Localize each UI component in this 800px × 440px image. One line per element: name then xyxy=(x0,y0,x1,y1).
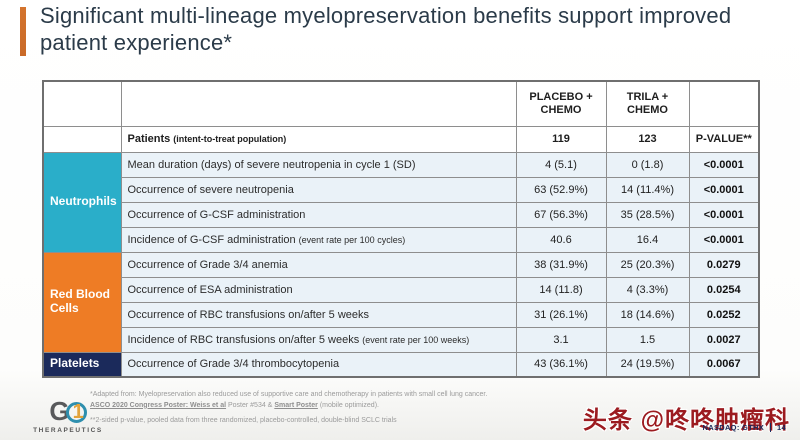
table-row: Occurrence of RBC transfusions on/after … xyxy=(43,301,760,328)
placebo-value: 63 (52.9%) xyxy=(515,176,607,203)
header-empty-cell xyxy=(688,80,760,127)
footnotes: *Adapted from: Myelopreservation also re… xyxy=(90,390,580,427)
group-label-red-blood-cells: Red Blood Cells xyxy=(42,251,122,353)
logo-swirl-icon: 1 xyxy=(65,401,87,423)
p-value: <0.0001 xyxy=(688,151,760,178)
row-label: Mean duration (days) of severe neutropen… xyxy=(120,151,517,178)
column-header-row: PLACEBO + CHEMO TRILA + CHEMO xyxy=(42,80,760,127)
trila-value: 16.4 xyxy=(605,226,690,253)
placebo-value: 38 (31.9%) xyxy=(515,251,607,278)
p-value: 0.0067 xyxy=(688,351,760,378)
patients-label-note: (intent-to-treat population) xyxy=(173,134,287,144)
table-row: Neutrophils Mean duration (days) of sever… xyxy=(42,151,760,253)
row-label: Occurrence of severe neutropenia xyxy=(120,176,517,203)
patients-trila-count: 123 xyxy=(605,125,690,153)
row-label: Occurrence of ESA administration xyxy=(120,276,517,303)
col-header-trila-chemo: TRILA + CHEMO xyxy=(605,80,690,127)
patients-placebo-count: 119 xyxy=(515,125,607,153)
smart-poster-link[interactable]: Smart Poster xyxy=(274,401,318,409)
p-value: 0.0027 xyxy=(688,326,760,353)
trila-value: 18 (14.6%) xyxy=(605,301,690,328)
page-title: Significant multi-lineage myelopreservat… xyxy=(40,3,732,55)
row-label: Occurrence of RBC transfusions on/after … xyxy=(120,301,517,328)
trila-value: 25 (20.3%) xyxy=(605,251,690,278)
footnote-1-mid: Poster #534 & xyxy=(226,401,275,409)
table-row: Incidence of G-CSF administration (event … xyxy=(43,226,760,253)
asco-poster-link[interactable]: ASCO 2020 Congress Poster: Weiss et al xyxy=(90,401,227,409)
col-header-pvalue: P-VALUE** xyxy=(688,125,760,153)
table-row: Incidence of RBC transfusions on/after 5… xyxy=(43,326,760,353)
row-label: Incidence of RBC transfusions on/after 5… xyxy=(120,326,517,353)
table-row: Platelets Occurrence of Grade 3/4 thrombo… xyxy=(42,351,760,378)
row-label: Occurrence of Grade 3/4 thrombocytopenia xyxy=(120,351,517,378)
trila-value: 0 (1.8) xyxy=(605,151,690,178)
footnote-1-text: *Adapted from: Myelopreservation also re… xyxy=(90,391,488,398)
title-accent-bar xyxy=(20,7,26,56)
placebo-value: 43 (36.1%) xyxy=(515,351,607,378)
table-row: Red Blood Cells Occurrence of Grade 3/4 a… xyxy=(42,251,760,353)
placebo-value: 67 (56.3%) xyxy=(515,201,607,228)
patients-row-label: Patients (intent-to-treat population) xyxy=(120,125,517,153)
p-value: <0.0001 xyxy=(688,226,760,253)
table-row: Occurrence of ESA administration 14 (11.8… xyxy=(43,276,760,303)
p-value: 0.0254 xyxy=(688,276,760,303)
patients-label-text: Patients xyxy=(127,133,171,145)
header-empty-cell xyxy=(42,80,122,127)
row-label: Occurrence of G-CSF administration xyxy=(120,201,517,228)
footnote-2: **2-sided p-value, pooled data from thre… xyxy=(90,417,397,424)
patients-empty-cell xyxy=(42,125,122,153)
logo-therapeutics-text: THERAPEUTICS xyxy=(33,427,103,434)
results-table: PLACEBO + CHEMO TRILA + CHEMO Patients (i… xyxy=(42,80,760,378)
table-row: Occurrence of severe neutropenia 63 (52.9… xyxy=(43,176,760,203)
placebo-value: 3.1 xyxy=(515,326,607,353)
trila-value: 35 (28.5%) xyxy=(605,201,690,228)
header-empty-cell xyxy=(120,80,517,127)
toutiao-watermark: 头条 @咚咚肿瘤科 xyxy=(582,407,790,434)
placebo-value: 31 (26.1%) xyxy=(515,301,607,328)
patients-row: Patients (intent-to-treat population) 119… xyxy=(42,125,760,153)
footnote-1-end: (mobile optimized). xyxy=(317,401,379,409)
p-value: 0.0279 xyxy=(688,251,760,278)
group-label-neutrophils: Neutrophils xyxy=(42,151,122,253)
placebo-value: 40.6 xyxy=(515,226,607,253)
table-row: Occurrence of G-CSF administration 67 (56… xyxy=(43,201,760,228)
logo-letter-g: G xyxy=(49,396,69,426)
footer-ticker: NASDAQ: GTHX 14 xyxy=(703,423,786,432)
trila-value: 14 (11.4%) xyxy=(605,176,690,203)
group-label-platelets: Platelets xyxy=(42,351,122,378)
row-label: Incidence of G-CSF administration (event … xyxy=(120,226,517,253)
trila-value: 4 (3.3%) xyxy=(605,276,690,303)
logo-digit-one: 1 xyxy=(72,401,84,423)
p-value: <0.0001 xyxy=(688,176,760,203)
placebo-value: 14 (11.8) xyxy=(515,276,607,303)
trila-value: 1.5 xyxy=(605,326,690,353)
trila-value: 24 (19.5%) xyxy=(605,351,690,378)
p-value: <0.0001 xyxy=(688,201,760,228)
page-number: 14 xyxy=(770,423,786,432)
p-value: 0.0252 xyxy=(688,301,760,328)
footnote-1: *Adapted from: Myelopreservation also re… xyxy=(90,390,580,411)
row-label: Occurrence of Grade 3/4 anemia xyxy=(120,251,517,278)
nasdaq-ticker: NASDAQ: GTHX xyxy=(702,423,765,432)
placebo-value: 4 (5.1) xyxy=(515,151,607,178)
col-header-placebo-chemo: PLACEBO + CHEMO xyxy=(515,80,607,127)
